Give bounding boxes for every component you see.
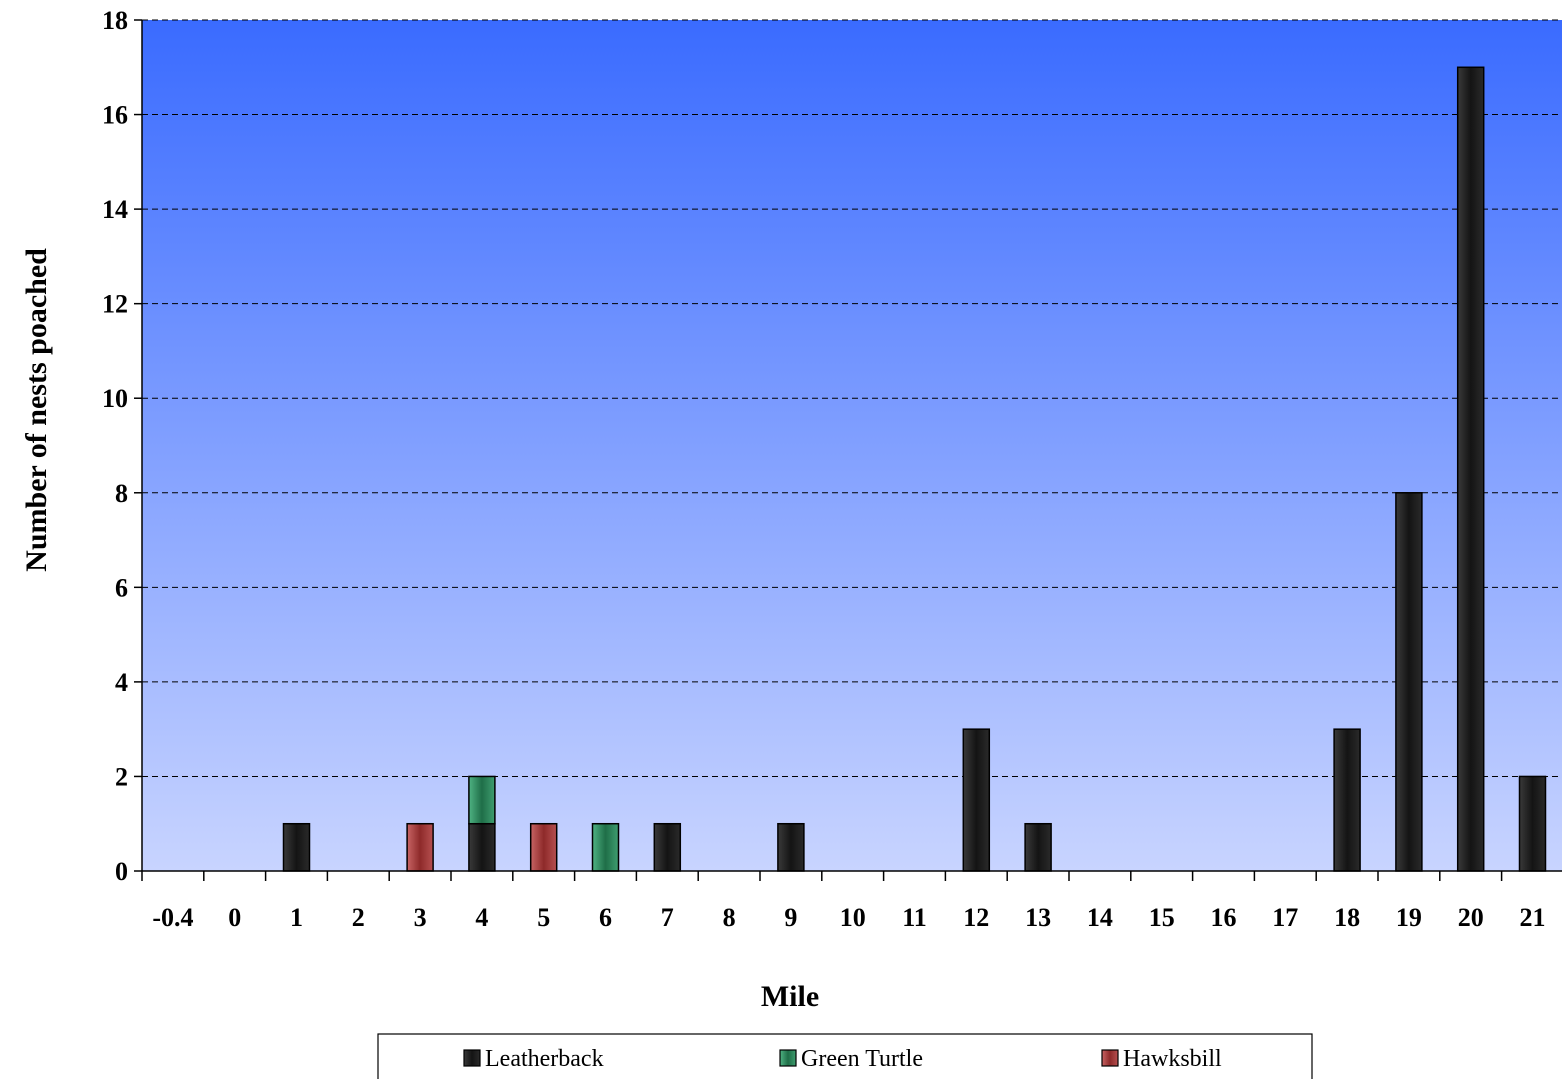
bar-leatherback [1024, 822, 1052, 872]
x-tick-label: 11 [902, 903, 927, 932]
axes [134, 19, 1562, 881]
bar-leatherback [1456, 66, 1485, 872]
legend-key-hawksbill [1101, 1049, 1119, 1067]
bar-leatherback [653, 822, 682, 872]
x-tick-label: -0.4 [152, 903, 193, 932]
y-tick-label: 2 [115, 762, 128, 791]
bar-green-turtle [591, 822, 620, 872]
x-tick-label: 7 [661, 903, 674, 932]
legend-label: Green Turtle [801, 1046, 923, 1072]
bars [282, 66, 1547, 872]
x-tick-label: 4 [475, 903, 488, 932]
y-tick-label: 8 [115, 479, 128, 508]
bar-leatherback [777, 822, 805, 872]
legend-label: Hawksbill [1123, 1046, 1222, 1072]
y-tick-labels: 0 2 4 6 8 10 12 14 16 18 [102, 6, 128, 886]
y-tick-label: 14 [102, 195, 128, 224]
legend-label: Leatherback [485, 1046, 604, 1072]
x-tick-label: 8 [723, 903, 736, 932]
gridlines [142, 19, 1562, 777]
x-tick-label: 16 [1211, 903, 1237, 932]
x-tick-label: 3 [414, 903, 427, 932]
x-tick-label: 9 [784, 903, 797, 932]
legend-key-green-turtle [779, 1049, 797, 1067]
x-tick-label: 20 [1458, 903, 1484, 932]
y-tick-label: 4 [115, 668, 128, 697]
x-tick-label: 1 [290, 903, 303, 932]
x-tick-label: 0 [228, 903, 241, 932]
y-tick-label: 18 [102, 6, 128, 35]
x-tick-label: 2 [352, 903, 365, 932]
x-tick-label: 14 [1087, 903, 1113, 932]
legend-key-leatherback [463, 1049, 481, 1067]
y-tick-label: 10 [102, 384, 128, 413]
x-tick-label: 13 [1025, 903, 1051, 932]
legend-box [377, 1033, 1313, 1079]
legend: Leatherback Green Turtle Hawksbill [377, 1033, 1313, 1079]
x-tick-label: 5 [537, 903, 550, 932]
x-tick-label: 17 [1272, 903, 1298, 932]
y-tick-label: 12 [102, 290, 128, 319]
x-tick-label: 15 [1149, 903, 1175, 932]
bar-leatherback [282, 822, 311, 872]
plot-area [142, 20, 1562, 871]
x-axis-label: Mile [761, 980, 819, 1013]
y-tick-label: 16 [102, 101, 128, 130]
y-axis-label: Number of nests poached [20, 248, 53, 572]
x-tick-label: 21 [1520, 903, 1546, 932]
bar-leatherback [962, 728, 991, 872]
bar-leatherback [1395, 492, 1423, 872]
x-tick-label: 18 [1334, 903, 1360, 932]
bar-hawksbill [406, 822, 434, 872]
y-tick-label: 6 [115, 573, 128, 602]
x-tick-label: 6 [599, 903, 612, 932]
x-tick-label: 12 [963, 903, 989, 932]
x-tick-label: 19 [1396, 903, 1422, 932]
bar-leatherback [1333, 728, 1361, 872]
y-tick-label: 0 [115, 857, 128, 886]
bar-leatherback [468, 822, 496, 872]
bar-leatherback [1518, 775, 1547, 872]
x-tick-label: 10 [840, 903, 866, 932]
x-tick-labels: -0.4 0 1 2 3 4 5 6 7 8 9 10 11 12 13 14 15 16 17 18 19 20 21 [152, 903, 1545, 932]
bar-hawksbill [529, 822, 558, 872]
bar-green-turtle [468, 775, 496, 825]
